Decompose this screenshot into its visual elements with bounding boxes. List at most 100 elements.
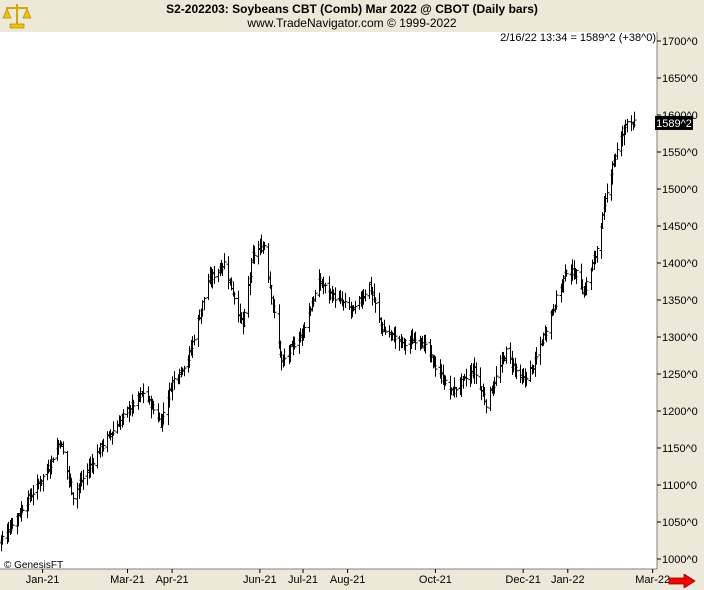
ohlc-bar: [302, 322, 307, 339]
ohlc-bar: [584, 277, 589, 296]
right-arrow-icon[interactable]: [668, 574, 696, 588]
ohlc-bar: [433, 356, 438, 377]
ohlc-bar: [10, 517, 15, 529]
y-tick-label: 1150^0: [662, 443, 697, 455]
y-tick-label: 1400^0: [662, 258, 698, 270]
last-price-label: 1589^2: [656, 118, 692, 130]
y-tick-label: 1550^0: [662, 147, 698, 159]
ohlc-bar: [41, 473, 46, 492]
y-tick-label: 1350^0: [662, 295, 698, 307]
ohlc-bar: [161, 402, 166, 425]
ohlc-bar: [91, 458, 96, 475]
ohlc-bar: [121, 409, 126, 425]
ohlc-bar: [343, 292, 348, 308]
y-ticks: 1700^01650^01600^01550^01500^01450^01400…: [657, 36, 698, 566]
bars-layer: [0, 111, 637, 552]
ohlc-bar: [288, 344, 293, 363]
y-tick-label: 1250^0: [662, 369, 698, 381]
ohlc-bar: [333, 287, 338, 308]
x-tick-label: Mar-21: [110, 574, 145, 586]
ohlc-bar: [252, 245, 257, 265]
x-tick-label: Aug-21: [330, 574, 365, 586]
ohlc-bar: [81, 469, 86, 490]
ohlc-bar: [494, 366, 499, 386]
ohlc-bar: [51, 457, 56, 463]
ohlc-bar: [574, 269, 579, 285]
ohlc-bar: [443, 375, 448, 386]
ohlc-bar: [151, 400, 156, 415]
last-price-box: [655, 115, 693, 130]
y-tick-label: 1650^0: [662, 73, 698, 85]
ohlc-bar: [71, 492, 76, 506]
ohlc-bar: [625, 118, 630, 133]
ohlc-bar: [212, 265, 217, 284]
ohlc-bar: [595, 245, 600, 263]
ohlc-bar: [0, 530, 5, 545]
y-tick-label: 1000^0: [662, 554, 698, 566]
x-tick-label: Jun-21: [243, 574, 277, 586]
ohlc-bar: [31, 484, 36, 506]
y-tick-label: 1050^0: [662, 517, 698, 529]
ohlc-bar: [20, 504, 25, 513]
x-tick-label: Jan-22: [551, 574, 585, 586]
y-tick-label: 1450^0: [662, 221, 698, 233]
y-tick-label: 1100^0: [662, 480, 697, 492]
ohlc-bar: [131, 399, 136, 414]
ohlc-bar: [222, 253, 227, 270]
ohlc-bar: [429, 344, 434, 363]
ohlc-bar: [393, 326, 398, 350]
x-tick-label: Mar-22: [635, 574, 670, 586]
ohlc-bar: [605, 183, 610, 203]
ohlc-bar: [172, 371, 177, 390]
ohlc-bar: [363, 289, 368, 302]
ohlc-bar: [202, 296, 207, 311]
ohlc-bar: [413, 331, 418, 351]
ohlc-bar: [282, 348, 287, 366]
chart-title: S2-202203: Soybeans CBT (Comb) Mar 2022 …: [166, 2, 538, 16]
ohlc-bar: [454, 387, 459, 398]
x-tick-label: Oct-21: [419, 574, 452, 586]
ohlc-bar: [373, 297, 378, 313]
ohlc-bar: [403, 339, 408, 355]
ohlc-bar: [474, 362, 479, 385]
ohlc-bar: [272, 298, 277, 319]
ohlc-bar: [504, 346, 509, 364]
ohlc-bar: [554, 290, 559, 310]
info-line: 2/16/22 13:34 = 1589^2 (+38^0): [500, 32, 656, 44]
ohlc-bar: [323, 282, 328, 294]
ohlc-bar: [101, 438, 106, 452]
ohlc-bar: [292, 336, 297, 350]
scales-logo-icon: [2, 4, 32, 29]
ohlc-bar: [61, 441, 66, 455]
ohlc-bar: [564, 269, 569, 277]
ohlc-bar: [423, 334, 428, 354]
ohlc-bar: [141, 383, 146, 404]
chart-subtitle: www.TradeNavigator.com © 1999-2022: [247, 16, 457, 30]
y-tick-label: 1300^0: [662, 332, 698, 344]
plot-area: [0, 32, 657, 569]
x-tick-label: Dec-21: [505, 574, 540, 586]
ohlc-bar: [242, 308, 247, 328]
x-ticks: Jan-21 Mar-21 Apr-21 Jun-21 Jul-21 Aug-21 Oct-…: [26, 569, 670, 586]
ohlc-bar: [464, 368, 469, 387]
ohlc-bar: [632, 111, 637, 128]
y-tick-label: 1200^0: [662, 406, 698, 418]
ohlc-bar: [262, 241, 267, 251]
ohlc-bar: [232, 291, 237, 305]
ohlc-bar: [484, 399, 489, 414]
ohlc-bar: [353, 300, 358, 314]
ohlc-bar: [514, 363, 519, 380]
ohlc-bar: [544, 327, 549, 343]
ohlc-bar: [313, 289, 318, 302]
y-tick-label: 1500^0: [662, 184, 698, 196]
ohlc-bar: [615, 142, 620, 160]
x-tick-label: Apr-21: [156, 574, 189, 586]
ohlc-bar: [182, 365, 187, 377]
ohlc-bar: [524, 372, 529, 387]
watermark: © GenesisFT: [4, 560, 63, 571]
ohlc-bar: [534, 347, 539, 365]
x-tick-label: Jul-21: [288, 574, 318, 586]
y-tick-label: 1700^0: [662, 36, 698, 48]
ohlc-bar: [383, 326, 388, 335]
